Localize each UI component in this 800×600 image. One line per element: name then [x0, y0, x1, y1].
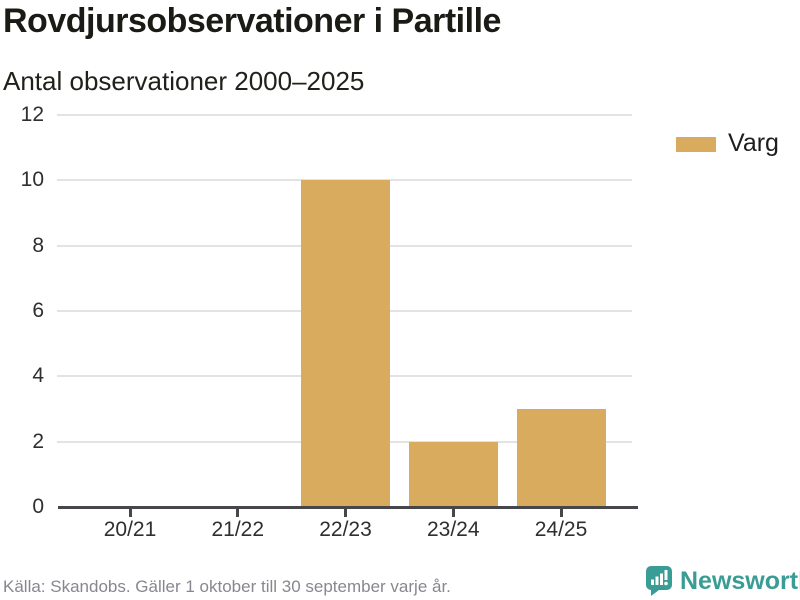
page-title: Rovdjursobservationer i Partille [3, 2, 501, 40]
y-axis-tick-label-2: 2 [32, 429, 44, 453]
y-axis-tick-label-6: 6 [32, 299, 44, 322]
x-axis-tick-label-22/23: 22/23 [319, 518, 372, 541]
x-axis-tick-24/25 [559, 509, 563, 517]
x-axis-tick-22/23 [344, 509, 347, 517]
source-note: Källa: Skandobs. Gäller 1 oktober till 3… [3, 577, 451, 596]
x-axis-line [58, 506, 638, 509]
newsworthy-logo-icon [645, 565, 673, 596]
y-axis-tick-label-10: 10 [20, 168, 44, 192]
x-axis-tick-label-21/22: 21/22 [211, 518, 265, 541]
x-axis-tick-20/21 [128, 509, 132, 517]
legend-label-varg: Varg [728, 129, 779, 157]
x-axis-tick-label-23/24: 23/24 [426, 518, 480, 541]
y-axis-tick-label-4: 4 [32, 364, 44, 388]
y-axis-tick-label-8: 8 [32, 233, 44, 257]
y-axis-tick-label-0: 0 [32, 495, 44, 518]
gridline-y-12 [57, 114, 632, 116]
x-axis-tick-label-24/25: 24/25 [534, 518, 588, 541]
x-axis-tick-21/22 [236, 509, 240, 517]
x-axis-tick-label-20/21: 20/21 [103, 518, 157, 541]
newsworthy-brand-link[interactable]: Newsworthy [645, 565, 800, 596]
chart-subtitle: Antal observationer 2000–2025 [3, 66, 365, 96]
newsworthy-brand-name: Newsworthy [680, 566, 800, 595]
bar-23/24[interactable] [408, 441, 498, 507]
x-axis-tick-23/24 [451, 509, 455, 517]
legend-swatch-varg [676, 137, 716, 152]
bar-22/23[interactable] [301, 180, 390, 507]
bar-24/25[interactable] [516, 409, 606, 507]
y-axis-tick-label-12: 12 [20, 103, 44, 126]
